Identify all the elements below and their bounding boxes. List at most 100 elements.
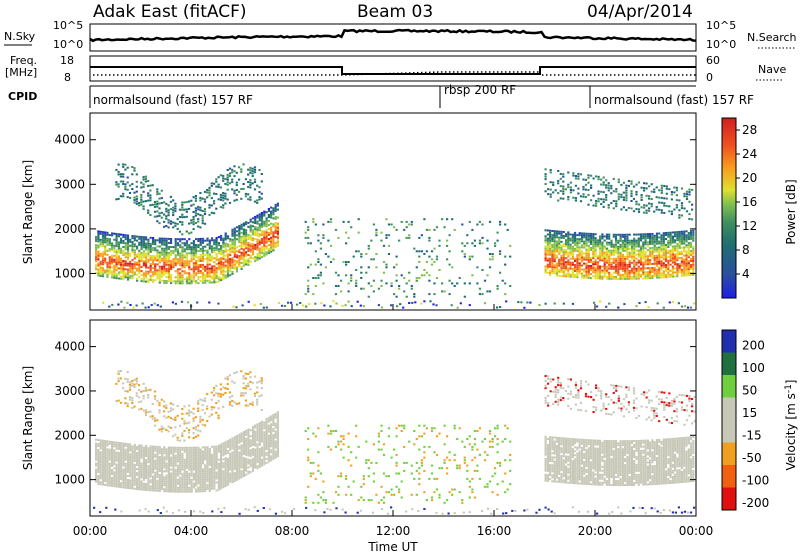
velocity-pixel	[167, 476, 170, 479]
power-pixel	[317, 258, 320, 261]
power-pixel	[571, 251, 574, 254]
power-pixel	[142, 274, 145, 277]
power-pixel	[249, 224, 252, 227]
power-pixel	[263, 214, 266, 217]
velocity-pixel	[133, 477, 136, 480]
velocity-pixel	[149, 451, 152, 454]
power-pixel	[122, 278, 125, 281]
velocity-pixel	[106, 450, 109, 453]
velocity-pixel	[117, 483, 120, 486]
power-pixel	[126, 262, 130, 265]
power-pixel	[558, 242, 561, 245]
power-pixel	[179, 238, 182, 241]
velocity-pixel	[122, 464, 125, 467]
power-pixel	[633, 261, 636, 264]
power-pixel	[633, 233, 636, 236]
velocity-pixel	[136, 482, 139, 485]
power-pixel	[174, 202, 177, 205]
velocity-pixel	[210, 463, 214, 466]
power-pixel	[156, 269, 159, 272]
power-pixel	[555, 234, 559, 237]
velocity-pixel	[140, 482, 143, 485]
power-pixel	[624, 243, 627, 246]
power-pixel	[270, 236, 273, 239]
power-pixel	[651, 269, 654, 271]
power-pixel	[688, 188, 691, 191]
velocity-pixel	[167, 484, 170, 487]
power-pixel	[630, 180, 633, 183]
power-pixel	[188, 248, 191, 251]
power-pixel	[660, 192, 663, 194]
power-pixel	[117, 257, 120, 260]
power-pixel	[580, 240, 584, 243]
power-pixel	[504, 263, 507, 266]
power-pixel	[158, 239, 161, 242]
velocity-pixel	[224, 441, 227, 444]
velocity-pixel	[145, 463, 148, 465]
power-pixel	[517, 301, 520, 304]
power-pixel	[167, 241, 170, 244]
power-pixel	[99, 270, 102, 273]
velocity-pixel	[167, 452, 170, 455]
velocity-pixel	[151, 449, 155, 452]
power-pixel	[135, 202, 138, 205]
power-pixel	[683, 268, 686, 271]
power-pixel	[208, 263, 211, 266]
power-pixel	[106, 265, 109, 268]
power-pixel	[254, 244, 257, 246]
power-pixel	[345, 263, 348, 266]
velocity-pixel	[138, 478, 141, 481]
velocity-pixel	[101, 475, 105, 478]
power-pixel	[163, 237, 166, 240]
power-pixel	[635, 267, 638, 270]
velocity-pixel	[140, 470, 143, 473]
power-pixel	[231, 250, 234, 253]
power-pixel	[208, 269, 211, 272]
power-pixel	[101, 239, 105, 242]
power-pixel	[115, 265, 118, 268]
power-pixel	[676, 249, 679, 252]
velocity-pixel	[224, 471, 227, 474]
velocity-pixel	[220, 469, 223, 472]
velocity-pixel	[108, 470, 111, 473]
power-pixel	[605, 249, 609, 252]
velocity-pixel	[99, 461, 102, 464]
power-pixel	[151, 275, 155, 278]
power-pixel	[170, 246, 173, 248]
power-pixel	[245, 239, 248, 242]
velocity-pixel	[226, 465, 230, 468]
power-pixel	[667, 231, 670, 234]
velocity-pixel	[181, 458, 184, 461]
power-pixel	[599, 245, 602, 248]
power-pixel	[138, 275, 141, 278]
power-pixel	[215, 253, 218, 255]
power-pixel	[233, 199, 236, 202]
power-pixel	[256, 232, 259, 235]
power-pixel	[226, 176, 229, 179]
velocity-pixel	[154, 471, 157, 474]
power-pixel	[614, 237, 618, 240]
power-pixel	[194, 207, 197, 210]
power-pixel	[565, 267, 568, 270]
power-pixel	[644, 273, 647, 276]
power-pixel	[601, 265, 604, 268]
nave-tick-top: 60	[706, 54, 720, 67]
power-pixel	[596, 265, 599, 268]
power-pixel	[222, 206, 225, 209]
power-pixel	[158, 273, 161, 276]
velocity-pixel	[140, 444, 143, 447]
velocity-pixel	[172, 456, 175, 459]
power-pixel	[685, 198, 689, 200]
power-pixel	[402, 306, 405, 309]
velocity-pixel	[220, 473, 223, 476]
velocity-pixel	[113, 451, 116, 454]
power-pixel	[171, 301, 174, 304]
power-pixel	[122, 246, 125, 248]
velocity-pixel	[113, 455, 116, 458]
velocity-pixel	[213, 467, 216, 470]
power-pixel	[658, 246, 661, 249]
power-pixel	[669, 249, 672, 252]
power-ylabel: Slant Range [km]	[21, 160, 35, 264]
power-pixel	[580, 276, 584, 279]
